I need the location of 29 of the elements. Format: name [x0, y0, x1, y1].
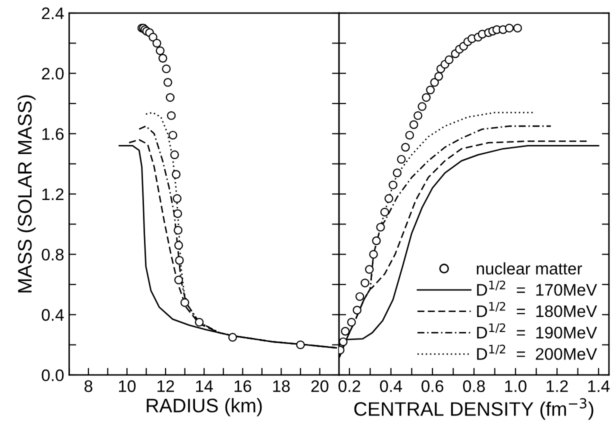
- x-tick-label: 1.0: [505, 380, 526, 392]
- y-tick-label: 1.6: [42, 128, 64, 140]
- x-axis-title: RADIUS (km): [146, 398, 262, 416]
- legend-label: D$^{1/2}$ = 190MeV: [477, 323, 598, 339]
- legend-label: D$^{1/2}$ = 170MeV: [477, 280, 598, 296]
- y-tick-label: 2.4: [42, 7, 64, 20]
- x-tick-label: 14: [196, 380, 213, 392]
- x-tick-label: 12: [158, 380, 174, 392]
- y-tick-label: 0.8: [42, 248, 64, 261]
- x-tick-label: 16: [234, 380, 252, 392]
- legend-label: nuclear matter: [476, 262, 582, 275]
- x-tick-label: 1.4: [588, 380, 610, 392]
- x-tick-label: 18: [273, 380, 290, 392]
- x-tick-label: 20: [311, 380, 328, 392]
- x-tick-label: 8: [84, 380, 92, 392]
- x-tick-label: 0.8: [463, 380, 485, 392]
- x-tick-label: 0.2: [338, 380, 360, 392]
- y-tick-label: 1.2: [42, 188, 64, 200]
- y-axis-title: MASS (SOLAR MASS): [17, 95, 36, 292]
- y-tick-label: 0.0: [42, 369, 64, 382]
- legend-label: D$^{1/2}$ = 180MeV: [477, 302, 598, 318]
- x-tick-label: 1.2: [546, 380, 568, 392]
- x-tick-label: 0.4: [380, 380, 402, 392]
- x-axis-title: CENTRAL DENSITY (fm$^{−3}$): [354, 398, 594, 420]
- y-tick-label: 0.4: [42, 309, 64, 321]
- legend-label: D$^{1/2}$ = 200MeV: [477, 344, 598, 360]
- y-tick-label: 2.0: [42, 68, 64, 80]
- x-tick-label: 0.6: [422, 380, 444, 392]
- x-tick-label: 10: [118, 380, 136, 392]
